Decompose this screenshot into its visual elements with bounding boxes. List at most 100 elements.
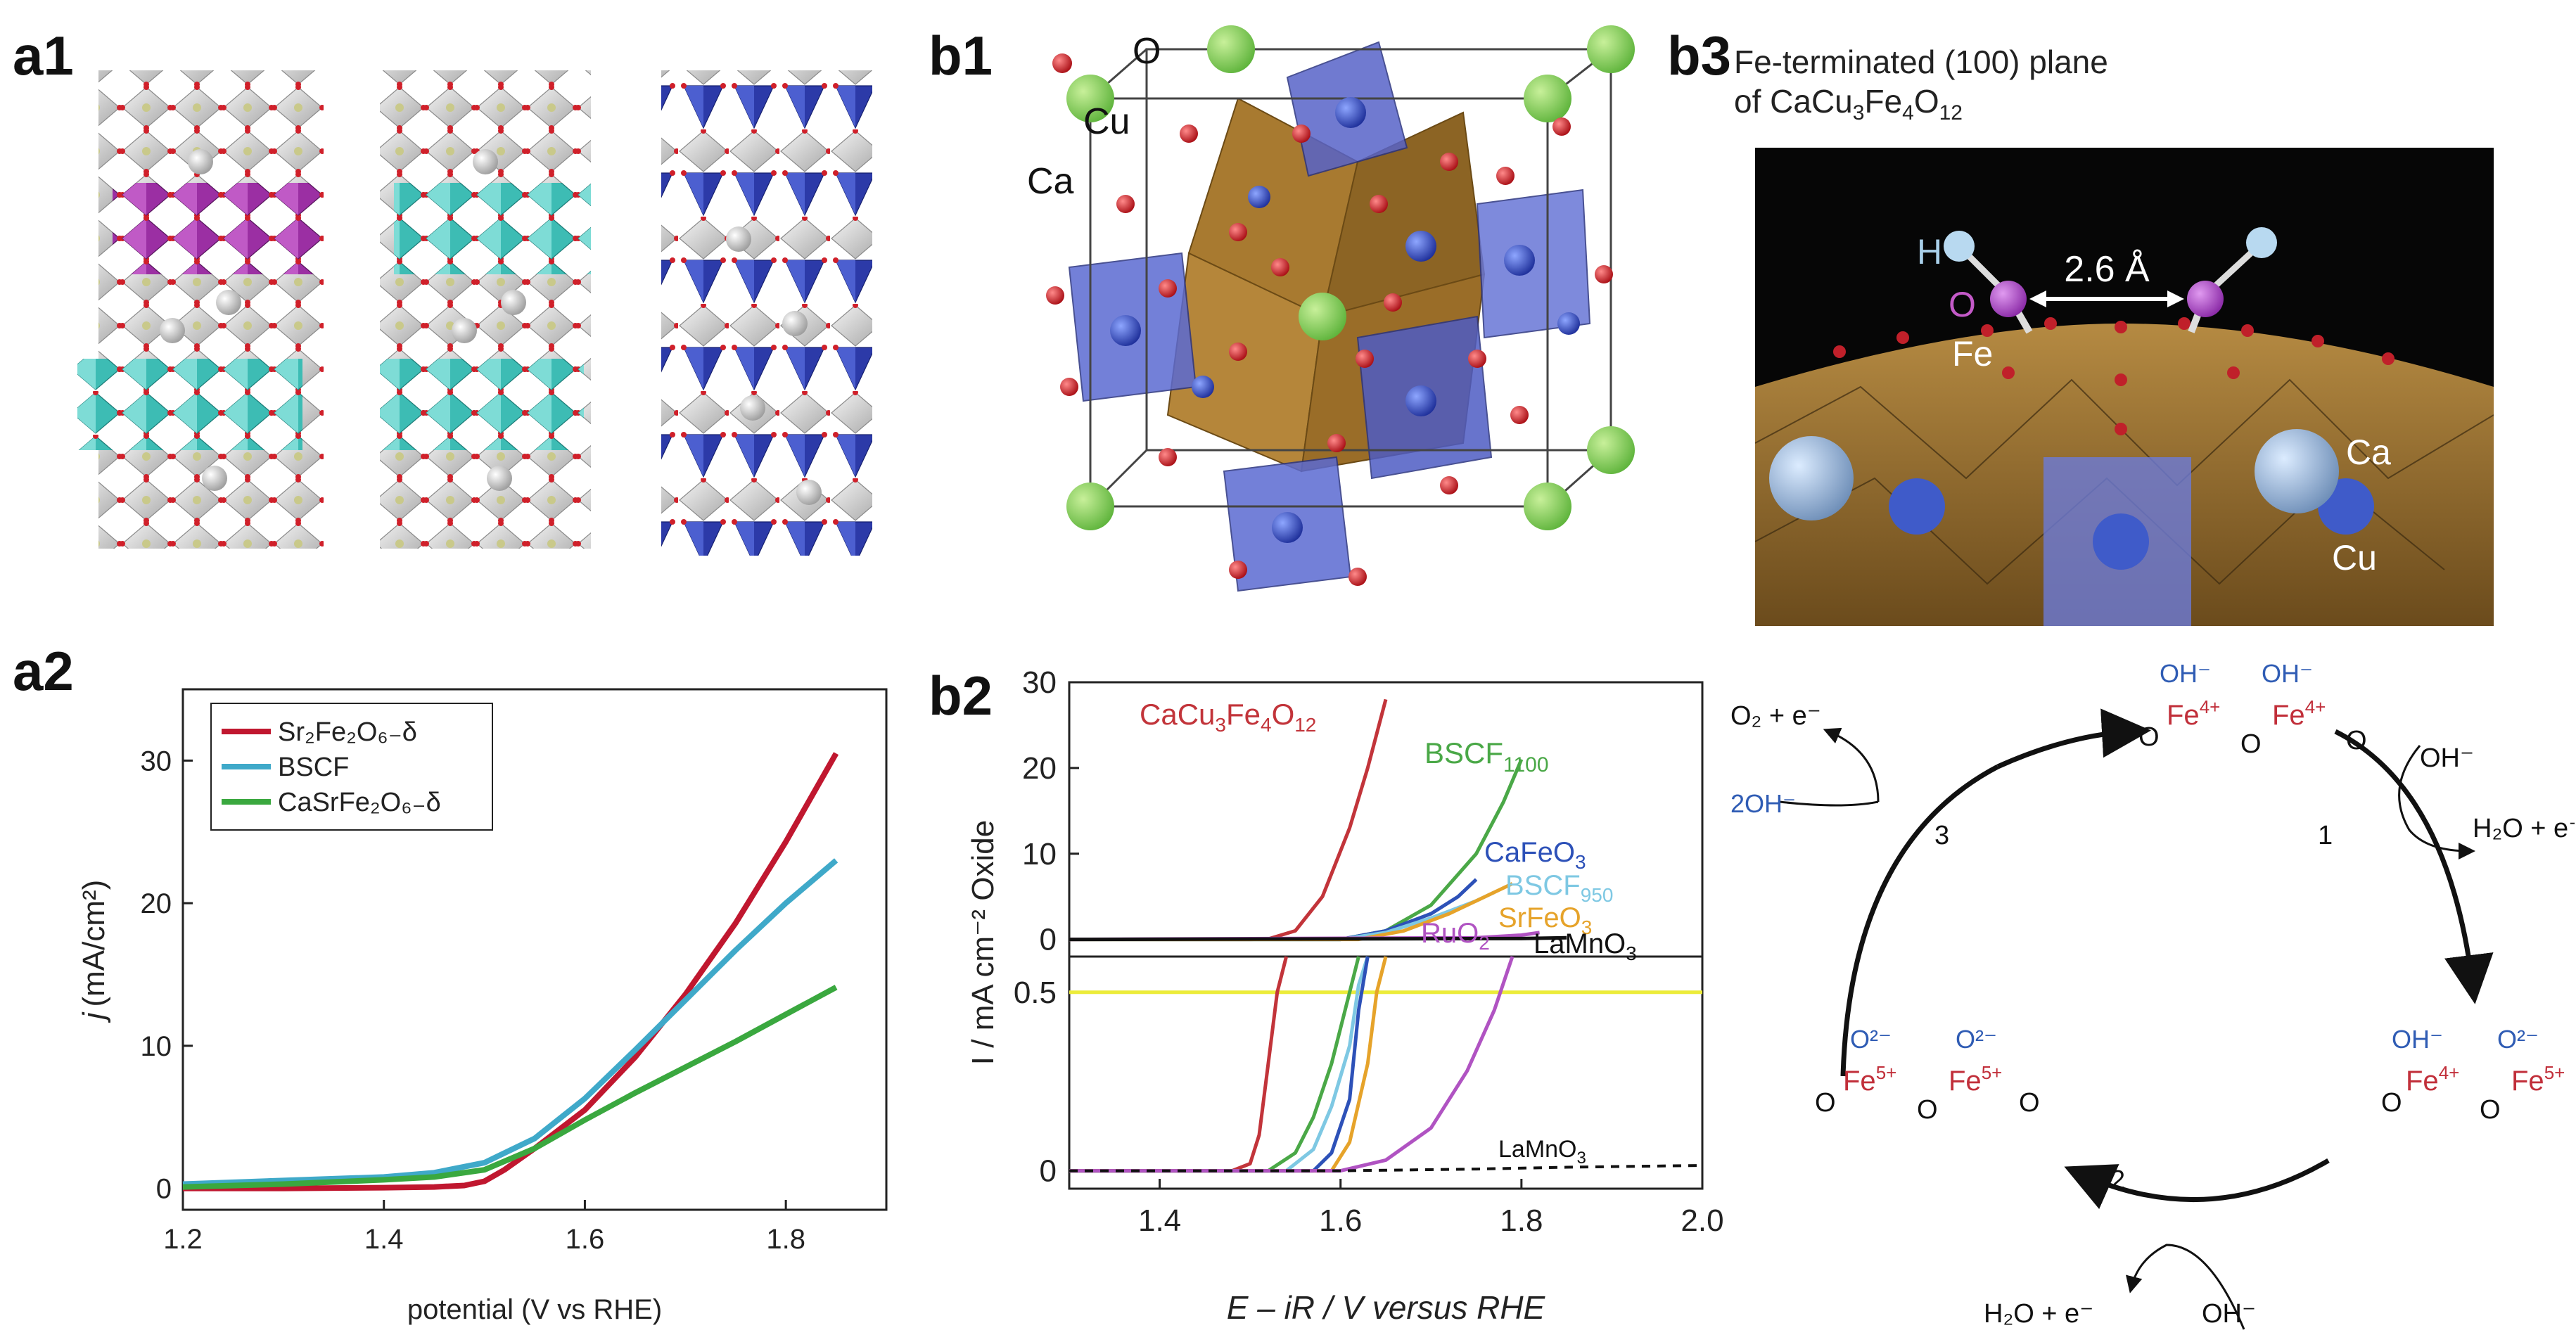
- b2-label-bscf1100: BSCF1100: [1424, 736, 1549, 777]
- a2-xtick-label: 1.4: [364, 1224, 404, 1255]
- b2-bottom-label-lamno3: LaMnO3: [1498, 1136, 1586, 1168]
- species-right: OH⁻ O²⁻ Fe4+ Fe5+ O O: [2381, 1025, 2565, 1125]
- b2-xtick-label: 1.4: [1138, 1203, 1181, 1238]
- b1-label-cu: Cu: [1083, 101, 1130, 142]
- cycle-oh-in: OH⁻: [2420, 743, 2474, 773]
- b2-label-bscf950: BSCF950: [1505, 870, 1613, 906]
- b2-label-ruo2: RuO2: [1421, 918, 1490, 954]
- a2-xtick-label: 1.8: [766, 1224, 805, 1255]
- cycle-bottom-oh: OH⁻: [2202, 1299, 2256, 1329]
- svg-text:Fe5+: Fe5+: [1949, 1062, 2002, 1097]
- svg-text:O: O: [2346, 726, 2367, 755]
- svg-text:Fe4+: Fe4+: [2406, 1062, 2459, 1097]
- svg-text:O: O: [2138, 722, 2160, 752]
- b1-label-ca: Ca: [1027, 161, 1074, 202]
- a2-legend: Sr₂Fe₂O₆₋δ BSCF CaSrFe₂O₆₋δ: [210, 703, 493, 831]
- svg-text:O: O: [2240, 729, 2262, 759]
- a1-teal-layer: [77, 359, 302, 450]
- b1-octahedra: [1068, 41, 1591, 592]
- b1-o-atoms: [1046, 53, 1613, 586]
- a2-legend-label-0: Sr₂Fe₂O₆₋δ: [278, 717, 417, 747]
- svg-text:O: O: [1815, 1088, 1836, 1118]
- b2-chart: 0 10 20 30 0 0.5 1.4 1.6 1.8 2.0 CaCu3Fe4O12 BS…: [966, 665, 1723, 1326]
- svg-text:Fe5+: Fe5+: [1843, 1062, 1896, 1097]
- a2-chart: 0 10 20 30 1.2 1.4 1.6 1.8 Sr₂Fe₂O₆₋δ BSCF CaS…: [77, 688, 888, 1325]
- a2-ytick-label: 10: [141, 1031, 172, 1062]
- cycle-arrow-3: [1996, 708, 2151, 769]
- cycle-step-2: 2: [2110, 1165, 2125, 1195]
- panel-label-a1: a1: [13, 25, 74, 87]
- a1-structure-3: [661, 70, 872, 556]
- panel-label-b3: b3: [1667, 25, 1732, 87]
- svg-text:Fe5+: Fe5+: [2511, 1062, 2565, 1097]
- cycle-arrow-3-tail: [1840, 764, 1999, 1077]
- a2-series-bscf: [182, 858, 839, 1187]
- species-left: O²⁻ O²⁻ Fe5+ Fe5+ O O O: [1815, 1025, 2040, 1125]
- b3-surface-render: 2.6 Å H O Fe Ca Cu: [1755, 148, 2494, 626]
- b3-title: Fe-terminated (100) plane of CaCu3Fe4O12: [1734, 42, 2108, 133]
- b1-cu-fe-atoms: [1110, 97, 1580, 543]
- b2-xtick-label: 1.6: [1319, 1203, 1362, 1238]
- a2-ytick-label: 30: [141, 746, 172, 777]
- b2-xtick-label: 2.0: [1681, 1203, 1723, 1238]
- b2-bottom-ytick-label: 0: [1040, 1154, 1057, 1189]
- b2-bottom-ytick-label: 0.5: [1014, 976, 1057, 1010]
- svg-text:OH⁻: OH⁻: [2160, 659, 2211, 688]
- svg-text:OH⁻: OH⁻: [2262, 659, 2313, 688]
- species-top: OH⁻ OH⁻ Fe4+ Fe4+ O O O: [2138, 659, 2367, 759]
- b2-ylabel: I / mA cm⁻² Oxide: [966, 820, 1000, 1065]
- svg-text:OH⁻: OH⁻: [2392, 1025, 2443, 1054]
- a2-ylabel: j(mA/cm²): [77, 880, 111, 1023]
- b3-label-o: O: [1949, 285, 1976, 324]
- b2-xtick-label: 1.8: [1500, 1203, 1543, 1238]
- b2-top-ytick-label: 0: [1040, 923, 1057, 957]
- b2-top-frame: [1068, 681, 1704, 958]
- b1-ca-atoms: [1066, 25, 1635, 530]
- b1-label-o: O: [1133, 31, 1161, 72]
- panel-label-b1: b1: [929, 25, 993, 87]
- b3-label-h: H: [1917, 232, 1942, 271]
- b2-top-series-lamno3: [1069, 935, 1567, 942]
- svg-text:Fe4+: Fe4+: [2167, 696, 2220, 731]
- cycle-h2o-out: H₂O + e⁻: [2473, 814, 2575, 843]
- b2-label-cafeo3: CaFeO3: [1484, 837, 1586, 873]
- b3-distance-label: 2.6 Å: [2064, 249, 2150, 290]
- b3-title-line1: Fe-terminated (100) plane: [1734, 44, 2108, 80]
- svg-text:O²⁻: O²⁻: [2497, 1025, 2539, 1054]
- svg-text:O: O: [2019, 1088, 2040, 1118]
- b1-unit-cell: O Cu Ca: [1027, 25, 1635, 592]
- b2-label-cacu3fe4o12: CaCu3Fe4O12: [1140, 698, 1316, 736]
- cycle-bottom-h2o: H₂O + e⁻: [1984, 1299, 2093, 1329]
- a1-crystal-structures: [77, 70, 872, 556]
- a2-series-casrfe2o6: [182, 985, 838, 1190]
- b2-bottom-frame: [1068, 955, 1704, 1190]
- b3-label-fe: Fe: [1952, 334, 1993, 373]
- a1-structure-2: [380, 70, 591, 549]
- cycle-step-3: 3: [1934, 821, 1949, 850]
- a2-ytick-label: 0: [156, 1174, 172, 1205]
- svg-text:O²⁻: O²⁻: [1850, 1025, 1892, 1054]
- a2-legend-label-1: BSCF: [278, 753, 349, 782]
- svg-text:Fe4+: Fe4+: [2272, 696, 2326, 731]
- cycle-arrow-2: [2064, 1158, 2330, 1210]
- a2-xtick-label: 1.6: [566, 1224, 605, 1255]
- a2-legend-label-2: CaSrFe₂O₆₋δ: [278, 788, 441, 817]
- b3-label-ca: Ca: [2346, 433, 2391, 472]
- a2-xlabel: potential (V vs RHE): [407, 1294, 662, 1325]
- panel-label-a2: a2: [13, 640, 74, 702]
- cycle-arrow-1: [2334, 729, 2494, 1004]
- a1-purple-layer: [113, 183, 324, 274]
- cycle-step-1: 1: [2318, 821, 2333, 850]
- b2-top-ytick-label: 30: [1022, 665, 1057, 700]
- a2-xtick-label: 1.2: [163, 1224, 203, 1255]
- cycle-o2-out: O₂ + e⁻: [1730, 701, 1821, 731]
- svg-text:O: O: [1917, 1095, 1938, 1125]
- b2-xlabel: E – iR / V versus RHE: [1227, 1289, 1546, 1326]
- b2-bottom-series-lamno3: [1069, 1164, 1703, 1172]
- cycle-2oh-in: 2OH⁻: [1730, 789, 1796, 818]
- b2-top-ytick-label: 10: [1022, 837, 1057, 871]
- a2-ytick-label: 20: [141, 888, 172, 919]
- a2-series-sr2fe2o6: [183, 752, 839, 1191]
- panel-label-b2: b2: [929, 665, 993, 727]
- svg-text:O: O: [2381, 1088, 2402, 1118]
